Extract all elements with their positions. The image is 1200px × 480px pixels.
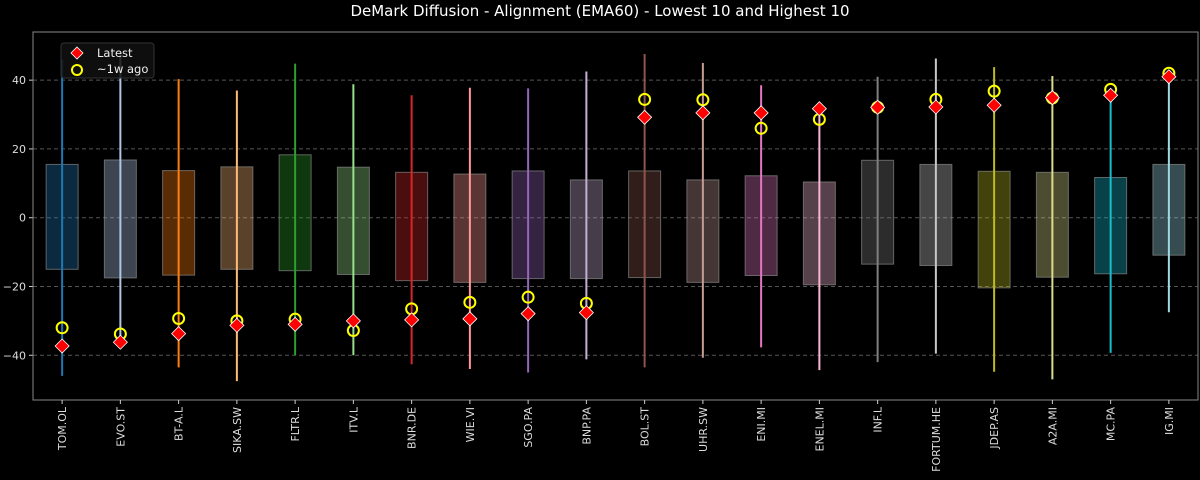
category-bnr-de: BNR.DE bbox=[395, 95, 429, 449]
y-tick-label: −20 bbox=[3, 281, 26, 294]
x-tick-label: MC.PA bbox=[1105, 407, 1118, 442]
latest-marker bbox=[695, 105, 711, 121]
x-tick-label: BNP.PA bbox=[580, 407, 593, 445]
category-evo-st: EVO.ST bbox=[103, 52, 137, 447]
latest-marker bbox=[811, 101, 827, 117]
legend: Latest ~1w ago bbox=[60, 42, 155, 79]
x-tick-label: ITV.L bbox=[347, 406, 360, 433]
category-wie-vi: WIE.VI bbox=[453, 87, 487, 442]
latest-marker bbox=[986, 97, 1002, 113]
x-tick-label: TOM.OL bbox=[56, 406, 69, 451]
category-sgo-pa: SGO.PA bbox=[511, 88, 545, 448]
y-tick-label: 20 bbox=[12, 143, 26, 156]
latest-marker bbox=[1044, 90, 1060, 106]
latest-marker bbox=[928, 99, 944, 115]
latest-marker bbox=[345, 313, 361, 329]
x-tick-label: ENEL.MI bbox=[813, 407, 826, 452]
legend-diamond-icon bbox=[70, 46, 84, 60]
category-uhr-sw: UHR.SW bbox=[686, 62, 720, 452]
week-ago-marker bbox=[521, 290, 535, 304]
latest-marker bbox=[404, 312, 420, 328]
x-tick-label: SGO.PA bbox=[522, 407, 535, 448]
week-ago-marker bbox=[55, 321, 69, 335]
week-ago-marker bbox=[638, 92, 652, 106]
latest-marker bbox=[287, 316, 303, 332]
x-tick-label: BOL.ST bbox=[639, 407, 652, 447]
x-tick-label: INF.L bbox=[872, 406, 885, 433]
x-tick-label: IG.MI bbox=[1163, 407, 1176, 435]
category-fltr-l: FLTR.L bbox=[278, 63, 312, 442]
x-tick-label: JDEP.AS bbox=[988, 407, 1001, 450]
latest-marker bbox=[1161, 69, 1177, 85]
week-ago-marker bbox=[754, 121, 768, 135]
category-sika-sw: SIKA.SW bbox=[220, 90, 254, 453]
latest-marker bbox=[112, 334, 128, 350]
y-tick-label: −40 bbox=[3, 349, 26, 362]
latest-marker bbox=[54, 338, 70, 354]
x-tick-label: BT-A.L bbox=[173, 406, 186, 441]
latest-marker bbox=[578, 305, 594, 321]
week-ago-marker bbox=[463, 295, 477, 309]
category-bol-st: BOL.ST bbox=[628, 54, 662, 447]
legend-label: ~1w ago bbox=[97, 62, 148, 76]
category-ig-mi: IG.MI bbox=[1152, 66, 1186, 435]
plot-frame bbox=[32, 31, 1199, 401]
category-mc-pa: MC.PA bbox=[1094, 82, 1128, 442]
latest-marker bbox=[637, 109, 653, 125]
category-enel-mi: ENEL.MI bbox=[802, 101, 836, 452]
category-inf-l: INF.L bbox=[861, 76, 895, 433]
x-tick-label: UHR.SW bbox=[697, 407, 710, 452]
category-bnp-pa: BNP.PA bbox=[569, 71, 603, 445]
latest-marker bbox=[171, 326, 187, 342]
latest-marker bbox=[1103, 87, 1119, 103]
latest-marker bbox=[462, 311, 478, 327]
x-tick-label: EVO.ST bbox=[114, 407, 127, 447]
week-ago-marker bbox=[696, 93, 710, 107]
latest-marker bbox=[753, 105, 769, 121]
week-ago-marker bbox=[987, 84, 1001, 98]
y-tick-label: 40 bbox=[12, 74, 26, 87]
y-tick-label: 0 bbox=[19, 212, 26, 225]
latest-marker bbox=[229, 317, 245, 333]
category-a2a-mi: A2A.MI bbox=[1035, 76, 1069, 445]
legend-label: Latest bbox=[97, 46, 133, 60]
category-eni-mi: ENI.MI bbox=[744, 85, 778, 442]
x-tick-label: SIKA.SW bbox=[231, 407, 244, 453]
chart-title: DeMark Diffusion - Alignment (EMA60) - L… bbox=[350, 2, 850, 20]
x-tick-label: WIE.VI bbox=[464, 407, 477, 442]
legend-circle-icon bbox=[71, 64, 83, 76]
x-tick-label: FLTR.L bbox=[289, 406, 302, 441]
category-bt-a-l: BT-A.L bbox=[162, 79, 196, 441]
category-jdep-as: JDEP.AS bbox=[977, 67, 1011, 450]
category-fortum-he: FORTUM.HE bbox=[919, 58, 953, 472]
latest-marker bbox=[520, 306, 536, 322]
category-itv-l: ITV.L bbox=[336, 84, 370, 433]
x-tick-label: A2A.MI bbox=[1046, 407, 1059, 445]
x-tick-label: ENI.MI bbox=[755, 407, 768, 442]
week-ago-marker bbox=[172, 311, 186, 325]
x-tick-label: BNR.DE bbox=[406, 407, 419, 449]
latest-marker bbox=[870, 99, 886, 115]
category-tom-ol: TOM.OL bbox=[45, 59, 79, 451]
x-tick-label: FORTUM.HE bbox=[930, 407, 943, 472]
legend-frame bbox=[60, 42, 155, 79]
